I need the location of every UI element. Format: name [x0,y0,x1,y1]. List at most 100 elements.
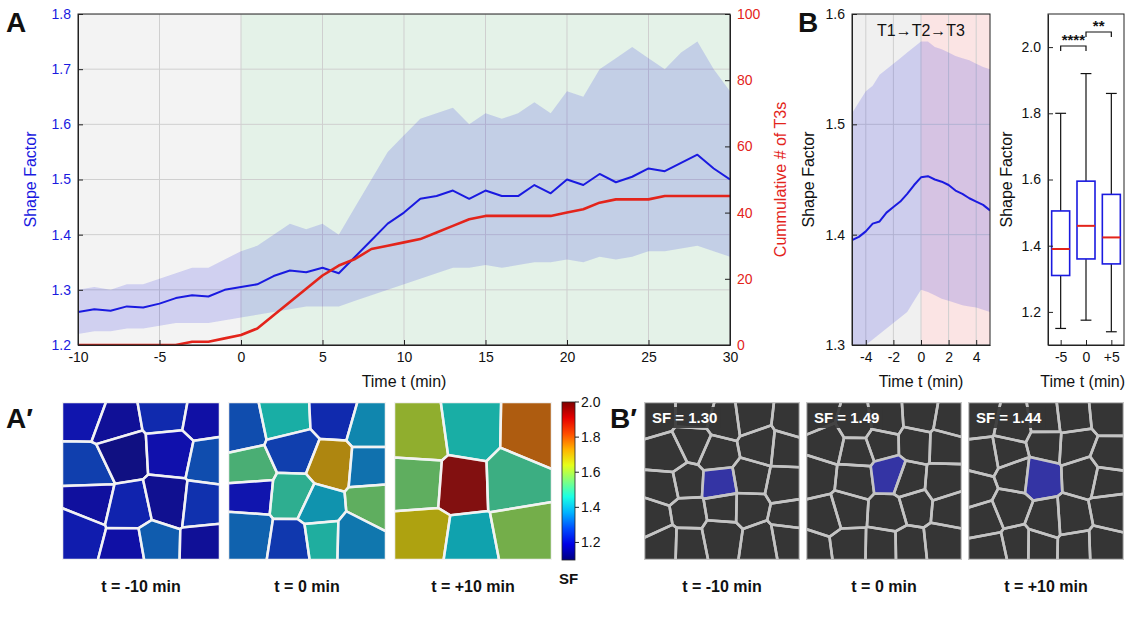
tick-mark [725,345,730,346]
image-label: SF = 1.30 [652,409,717,426]
axis-title: Shape Factor [800,131,817,228]
tick-label: 1.6 [826,6,846,22]
cell-outline [1057,530,1090,560]
label-patch [649,407,720,428]
tick-label: 4 [973,349,981,365]
micrograph [228,402,386,560]
tick: -5 [1055,340,1068,365]
plot-frame [1048,14,1124,345]
tick: 1.8 [52,6,83,22]
tick-mark [976,340,977,345]
tick-label: 1.2 [1022,304,1042,320]
cell [346,402,386,447]
plot-area [852,14,990,345]
chart-title: T1→T2→T3 [877,22,965,39]
tick-label: 1.4 [826,227,846,243]
axis-title: Shape Factor [22,131,39,228]
tick-mark [725,213,730,214]
cell-outline [1001,524,1029,560]
tick: -5 [154,340,167,365]
tick-mark [486,340,487,345]
axis-line [853,345,991,346]
image-label: SF = 1.44 [976,409,1042,426]
cell-outline [673,462,704,498]
tick-mark [921,340,922,345]
tick-label: +5 [1104,349,1120,365]
image-background [394,402,552,560]
tick: 2.0 [1022,39,1053,55]
cell-outline [867,494,907,532]
image-content [394,402,552,560]
axis: 020406080100 [725,6,761,353]
whisker [1111,264,1112,332]
highlighted-cell [1025,457,1062,501]
tick: 20 [560,340,576,365]
axis-line [730,15,731,346]
error-band [852,42,990,345]
tick: 100 [725,6,761,22]
cell-outline [702,520,743,560]
micrograph [394,402,552,560]
cell [98,528,144,560]
tick-mark [160,340,161,345]
image-background [228,402,386,560]
tick-mark [1048,312,1053,313]
tick-mark [78,290,83,291]
panel-letter: A [6,7,26,38]
tick-mark [852,345,857,346]
colorbar: 1.21.41.61.82.0SF [559,394,601,587]
label-patch [973,407,1045,428]
tick-mark [725,279,730,280]
tick-label: 1.2 [52,337,72,353]
tick-label: 100 [737,6,761,22]
whisker-cap [1106,93,1117,94]
whisker-cap [1055,328,1066,329]
tick-mark [575,402,579,403]
chart-panel: -10-50510152025301.21.31.41.51.61.71.802… [22,6,789,390]
tick-mark [1048,113,1053,114]
plot-area [1052,74,1121,332]
plot-frame [78,14,730,345]
tick-mark [725,14,730,15]
image-background [644,402,800,560]
whisker-cap [1081,73,1092,74]
colorbar-scale [562,402,575,560]
tick-mark [725,80,730,81]
data-line [78,196,730,345]
cell [96,430,148,483]
tick-mark [567,340,568,345]
tick: 0 [1083,340,1091,365]
tick: 1.4 [1022,238,1053,254]
tick-mark [575,507,579,508]
tick: 1.5 [826,116,857,132]
tick-label: 1.5 [52,171,72,187]
tick: 60 [725,138,753,154]
tick-label: 1.3 [826,337,846,353]
cell [337,511,386,560]
cell-outline [838,438,874,466]
cell [137,402,187,434]
tick: 1.3 [52,282,83,298]
cell [394,402,448,460]
colorbar-title: SF [559,570,578,587]
caption: t = 0 min [274,578,339,595]
cell [228,480,273,515]
cell-outline [703,493,736,522]
tick: -4 [860,340,873,365]
cell-outline [1089,525,1124,560]
tick-mark [949,340,950,345]
tick-mark [1061,340,1062,345]
cell-outline [771,525,800,560]
image-label: SF = 1.49 [814,409,879,426]
tick-mark [78,69,83,70]
figure: -10-50510152025301.21.31.41.51.61.71.802… [0,0,1131,625]
label-patch [811,407,882,428]
tick-label: 1.8 [1022,105,1042,121]
image-content [228,402,386,560]
significance-label: ** [1093,17,1105,34]
panel-letter: B [798,7,818,38]
micrograph: SF = 1.49 [806,402,962,560]
cell-outline [899,489,933,527]
cell [490,502,552,560]
tick-mark [575,437,579,438]
